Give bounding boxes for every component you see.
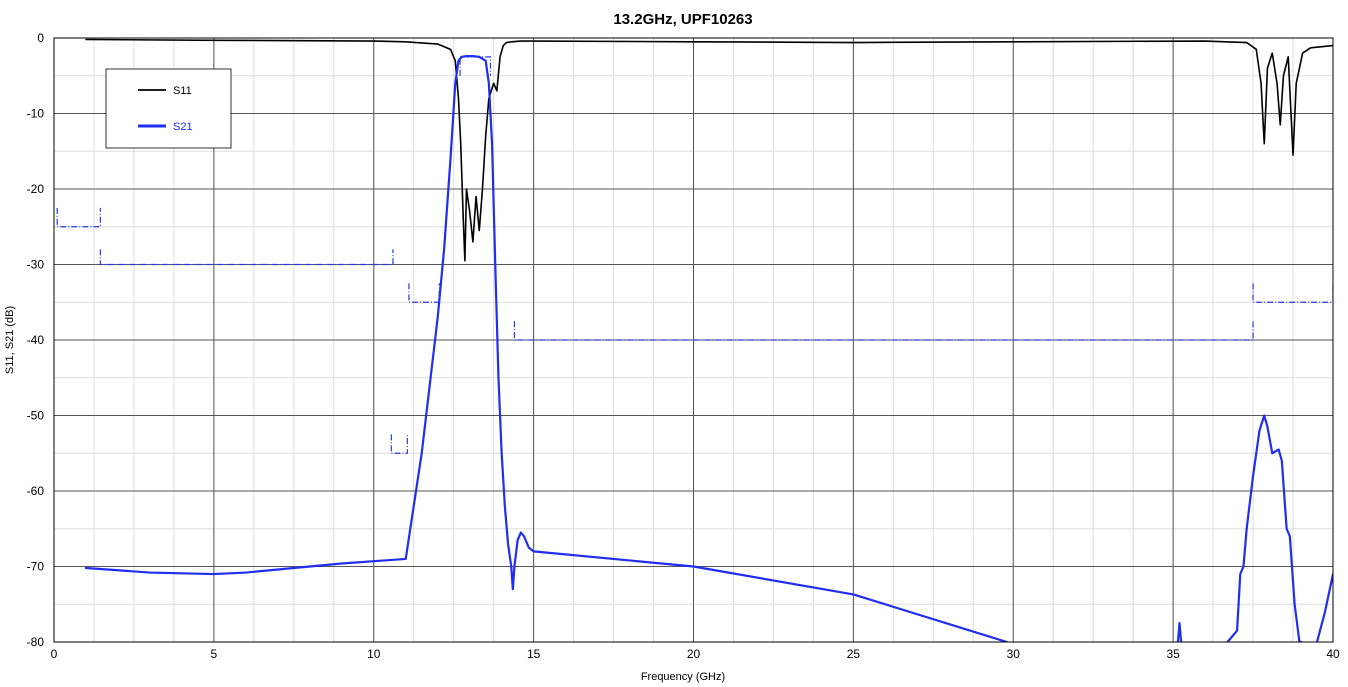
spec-mask [390,434,408,454]
x-tick-label: 0 [51,647,58,661]
x-tick-label: 25 [847,647,861,661]
x-tick-label: 30 [1007,647,1021,661]
plot-frame [53,37,1334,643]
y-tick-label: -50 [27,409,45,423]
x-tick-label: 5 [211,647,218,661]
y-tick-labels: 0 -10 -20 -30 -40 -50 -60 -70 -80 [27,31,45,649]
x-axis-label: Frequency (GHz) [641,671,725,683]
y-tick-label: -30 [27,258,45,272]
x-tick-label: 20 [687,647,701,661]
legend-box [105,68,232,149]
x-tick-label: 35 [1166,647,1180,661]
y-tick-label: -60 [27,484,45,498]
series-line-s21-spur-1 [1176,622,1183,642]
x-tick-label: 40 [1326,647,1340,661]
y-tick-label: -70 [27,560,45,574]
legend: S11 S21 [105,68,232,149]
y-tick-label: -10 [27,107,45,121]
spec-mask [513,321,1254,341]
x-tick-labels: 0 5 10 15 20 25 30 35 40 [51,647,1340,661]
legend-label-s11: S11 [173,85,192,97]
y-tick-label: 0 [37,31,44,45]
x-tick-label: 15 [527,647,541,661]
series-line-s21-spur-3 [1315,572,1333,642]
spec-masks [56,56,1333,454]
grid-major [53,37,1334,643]
y-tick-label: -20 [27,182,45,196]
series-line-s21-spur-2 [1226,414,1303,642]
y-axis-label: S11, S21 (dB) [4,306,16,374]
series-line-s11 [85,38,1333,262]
legend-label-s21: S21 [173,121,193,133]
chart-title: 13.2GHz, UPF10263 [613,11,752,28]
spec-mask [56,207,101,228]
series-group [84,38,1333,642]
y-tick-label: -80 [27,635,45,649]
spec-mask [99,249,394,266]
y-tick-label: -40 [27,333,45,347]
x-tick-label: 10 [367,647,381,661]
series-line-s21 [84,55,1008,642]
spec-mask [1252,283,1333,303]
